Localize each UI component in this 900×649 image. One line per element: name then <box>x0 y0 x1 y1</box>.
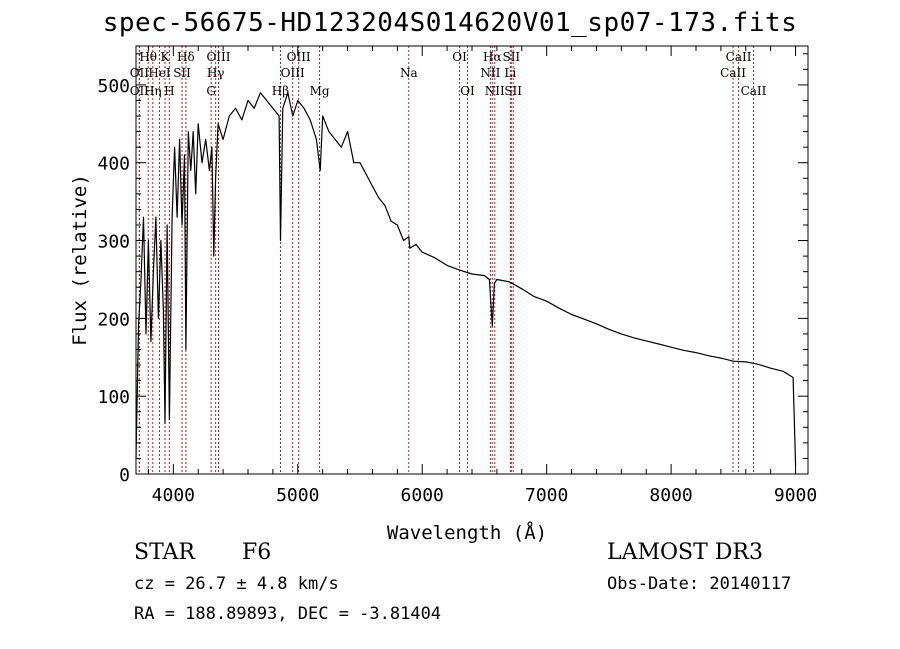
spectrum-line <box>135 92 797 467</box>
spectral-line-label: OIII <box>281 66 305 80</box>
y-tick-label: 200 <box>97 309 130 330</box>
spectral-line-label: SII <box>502 50 520 64</box>
observation-date: Obs-Date: 20140117 <box>607 574 792 594</box>
spectral-line-label: CaII <box>726 50 752 64</box>
spectrum-series <box>135 92 797 467</box>
object-class: STAR <box>134 540 195 565</box>
spectral-line-label: Hγ <box>207 66 225 80</box>
spectral-line-label: HeI <box>148 66 171 80</box>
spectral-line-label: Hθ <box>139 50 157 64</box>
spectral-line-label: CaII <box>720 66 746 80</box>
spectral-line-label: OI <box>452 50 467 64</box>
spectral-line-label: OII <box>130 84 150 98</box>
spectral-line-label: OII <box>130 66 150 80</box>
x-tick-label: 6000 <box>401 485 444 506</box>
x-tick-label: 4000 <box>152 485 195 506</box>
spectral-line-label: H <box>164 84 174 98</box>
spectral-line-label: G <box>206 84 216 98</box>
y-tick-label: 100 <box>97 387 130 408</box>
x-tick-label: 7000 <box>525 485 568 506</box>
spectral-line-label: SII <box>504 84 522 98</box>
spectral-line-label: OI <box>460 84 475 98</box>
redshift-cz: cz = 26.7 ± 4.8 km/s <box>134 574 339 594</box>
spectral-line-label: Hβ <box>272 84 289 98</box>
spectral-line-label: NII <box>485 84 505 98</box>
y-tick-label: 500 <box>97 76 130 97</box>
x-tick-label: 5000 <box>276 485 319 506</box>
spectral-line-label: Li <box>504 66 516 80</box>
spectral-line-markers <box>138 46 754 474</box>
y-tick-label: 0 <box>119 465 130 486</box>
coordinates: RA = 188.89893, DEC = -3.81404 <box>134 604 442 624</box>
spectral-line-label: NII <box>480 66 500 80</box>
spectral-line-label: SII <box>173 66 191 80</box>
survey-name: LAMOST DR3 <box>607 540 763 565</box>
x-tick-label: 9000 <box>774 485 817 506</box>
spectral-line-label: Hδ <box>177 50 195 64</box>
chart-title: spec-56675-HD123204S014620V01_sp07-173.f… <box>102 8 798 38</box>
spectral-line-label: Mg <box>310 84 330 98</box>
spectral-line-label: Na <box>400 66 418 80</box>
spectral-line-label: Hα <box>483 50 502 64</box>
spectral-line-label: K <box>161 50 171 64</box>
x-axis-label: Wavelength (Å) <box>386 522 548 544</box>
y-tick-label: 300 <box>97 232 130 253</box>
axis-ticks: 4000 5000 6000 7000 8000 9000 0 100 200 300 400 500 <box>97 46 817 506</box>
y-tick-label: 400 <box>97 154 130 175</box>
spectral-line-label: OIII <box>287 50 311 64</box>
spectral-line-label: Hη <box>144 84 162 98</box>
object-subclass: F6 <box>242 540 272 565</box>
x-tick-label: 8000 <box>649 485 692 506</box>
y-axis-label: Flux (relative) <box>69 174 91 346</box>
spectral-line-label: OIII <box>206 50 230 64</box>
spectral-line-label: CaII <box>741 84 767 98</box>
